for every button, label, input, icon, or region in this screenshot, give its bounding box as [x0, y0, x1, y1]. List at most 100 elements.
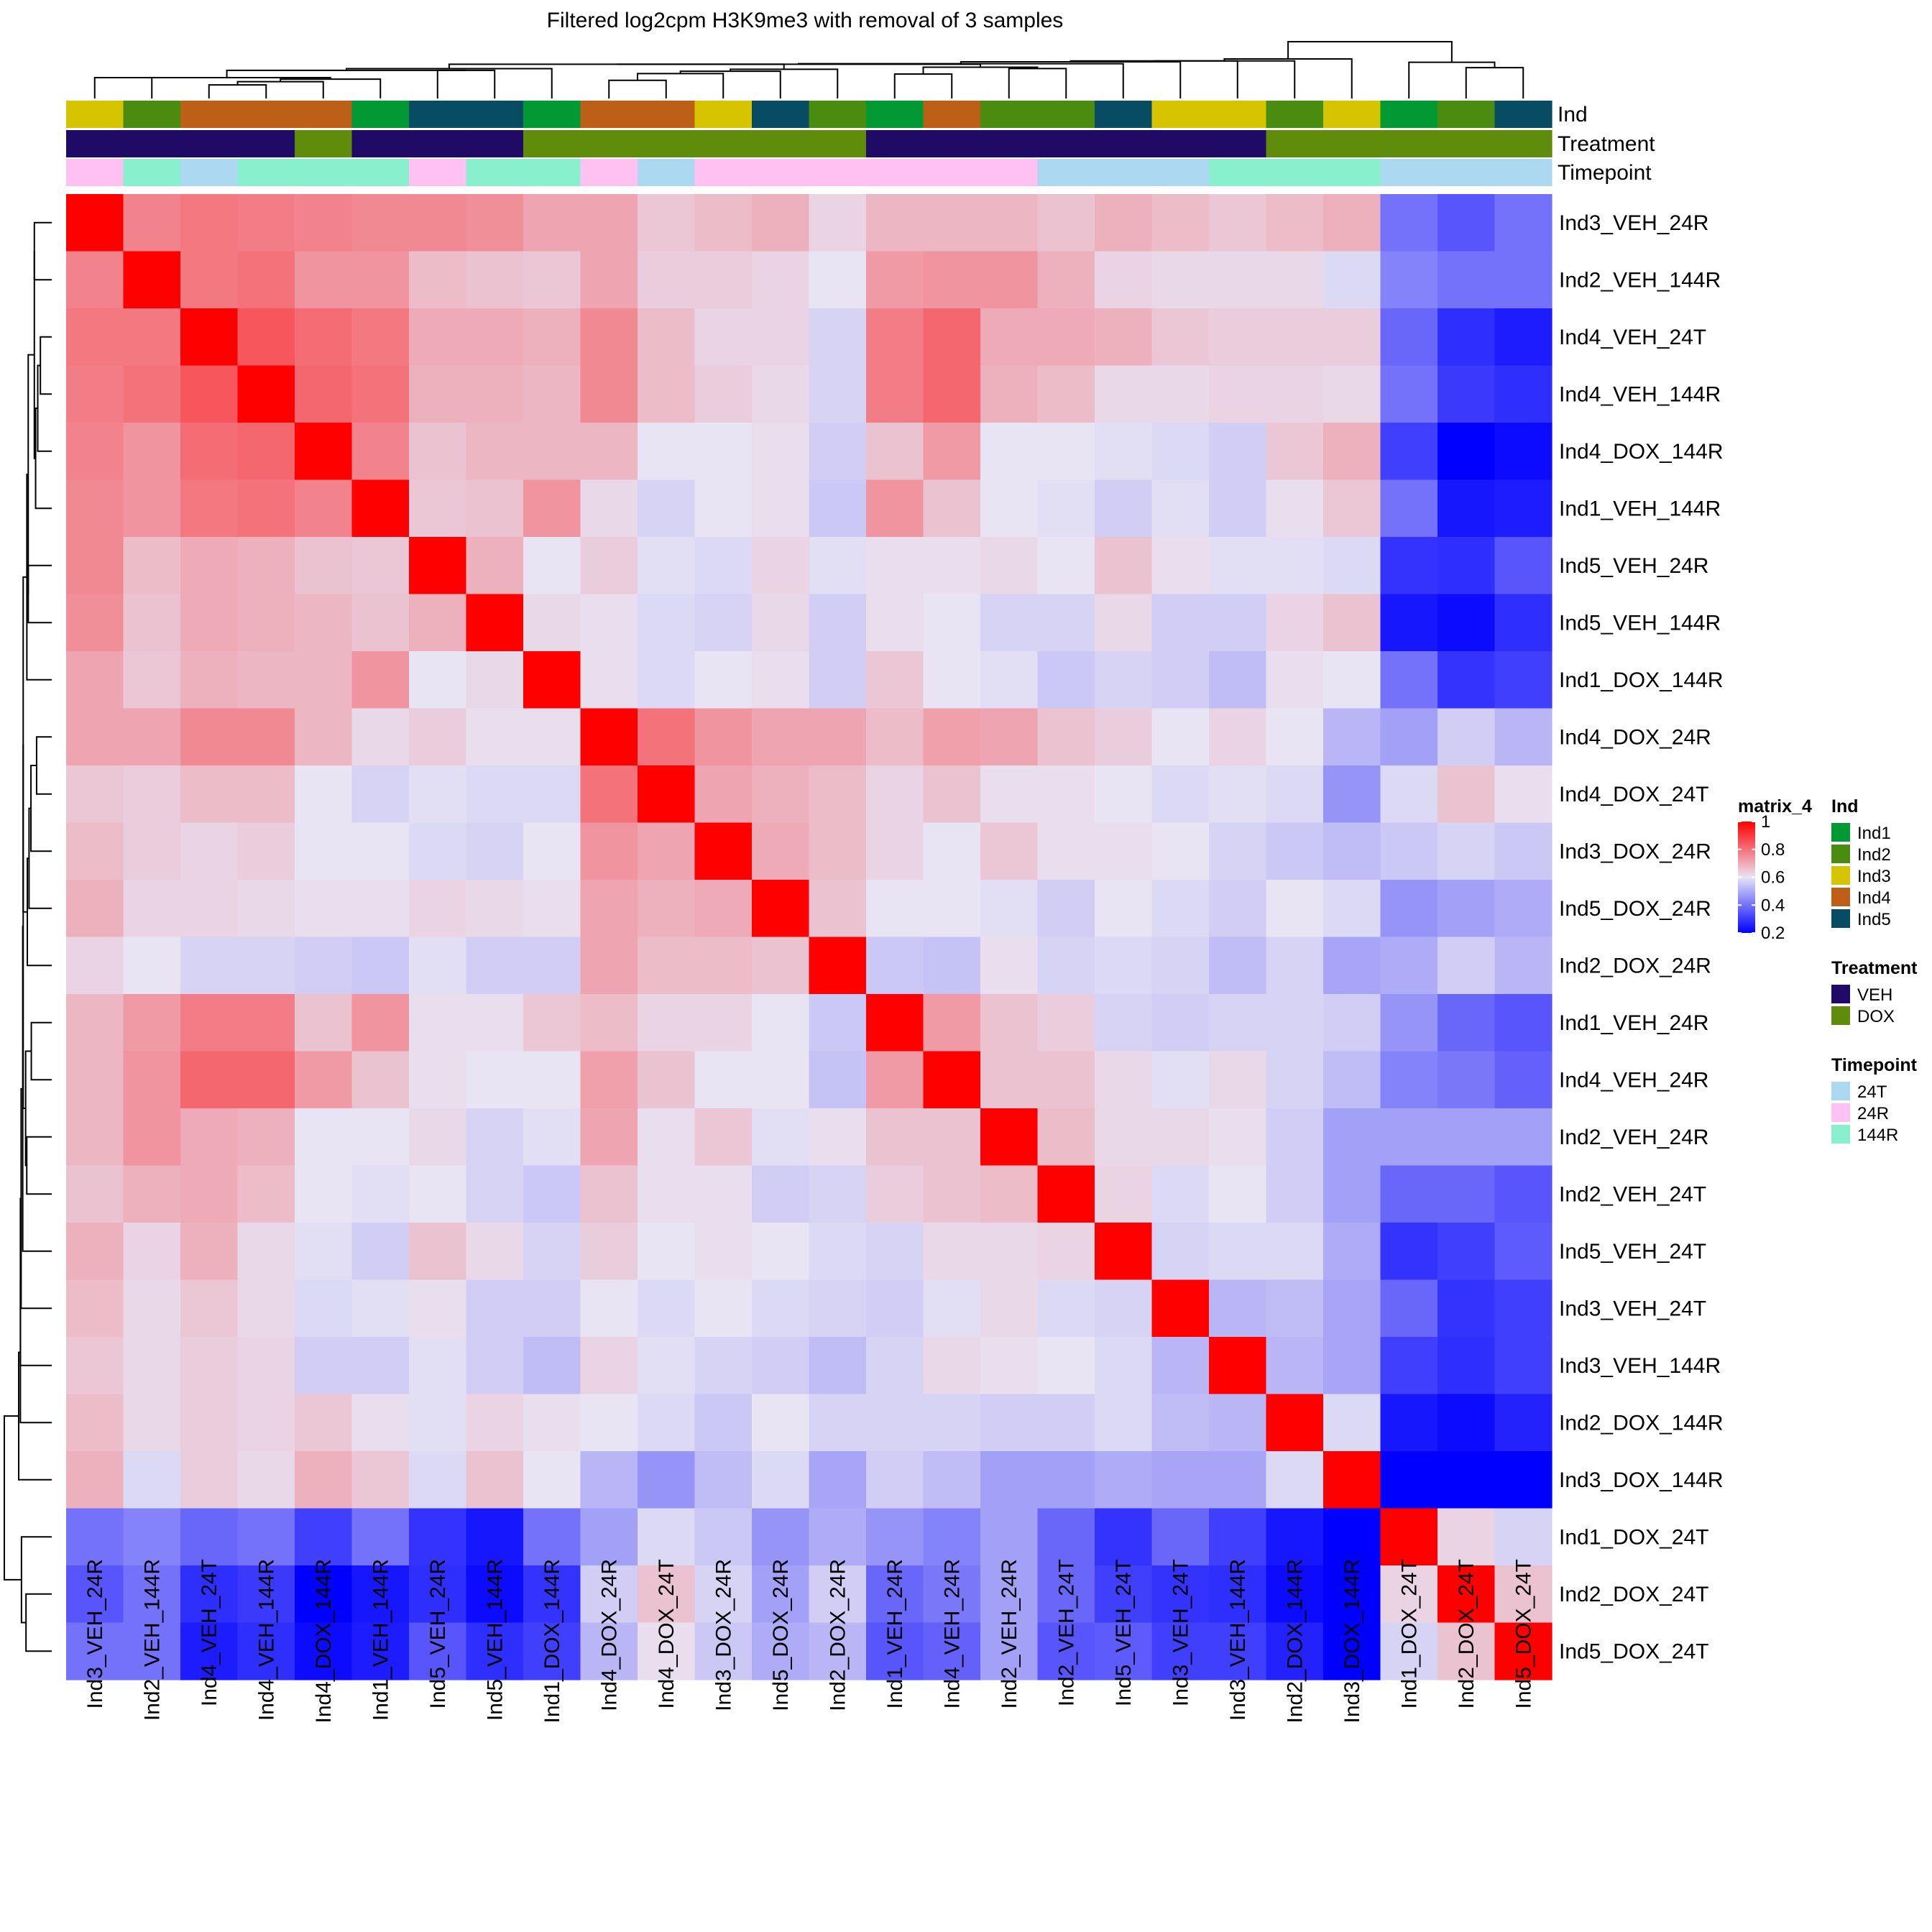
color-scale-tick-label: 0.6: [1761, 868, 1785, 888]
heatmap-cell: [237, 194, 295, 252]
heatmap-cell: [1494, 1279, 1552, 1338]
heatmap-cell: [123, 537, 181, 595]
heatmap-cell: [1438, 1223, 1496, 1281]
heatmap-cell: [237, 479, 295, 538]
heatmap-cell: [866, 994, 924, 1052]
heatmap-cell: [580, 423, 638, 481]
row-label: Ind2_DOX_24T: [1559, 1583, 1708, 1606]
heatmap-cell: [1323, 1108, 1381, 1167]
heatmap-cell: [1438, 194, 1496, 252]
heatmap-cell: [66, 1451, 124, 1509]
heatmap-cell: [638, 994, 696, 1052]
annotation-cell-ind: [1380, 101, 1438, 128]
row-label: Ind2_DOX_24R: [1559, 954, 1711, 978]
heatmap-cell: [1323, 251, 1381, 309]
column-label: Ind4_DOX_24T: [655, 1559, 678, 1708]
legend-title-treatment: Treatment: [1831, 958, 1918, 978]
column-label: Ind3_VEH_24T: [1169, 1559, 1192, 1706]
heatmap-cell: [1037, 365, 1095, 423]
annotation-cell-ind: [1323, 101, 1381, 128]
annotation-cell-timepoint: [1151, 159, 1210, 186]
heatmap-cell: [409, 1279, 467, 1338]
legend-item-label: 24T: [1857, 1082, 1887, 1102]
heatmap-cell: [1266, 1223, 1324, 1281]
heatmap-cell: [1494, 765, 1552, 824]
heatmap-cell: [1037, 1051, 1095, 1109]
annotation-cell-treatment: [351, 130, 410, 157]
row-label: Ind2_VEH_144R: [1559, 268, 1721, 292]
heatmap-cell: [638, 1165, 696, 1223]
heatmap-cell: [1151, 937, 1210, 995]
heatmap-cell: [923, 365, 981, 423]
heatmap-cell: [409, 479, 467, 538]
legend-item-label: VEH: [1857, 985, 1892, 1005]
annotation-cell-treatment: [123, 130, 181, 157]
heatmap-cell: [1151, 1337, 1210, 1395]
heatmap-cell: [923, 937, 981, 995]
heatmap-cell: [295, 937, 353, 995]
heatmap-cell: [752, 423, 810, 481]
dendrogram-link: [1287, 41, 1453, 63]
column-label: Ind4_VEH_24R: [940, 1559, 964, 1708]
heatmap-cell: [866, 1565, 924, 1624]
heatmap-cell: [1151, 651, 1210, 709]
heatmap-cell: [1438, 708, 1496, 766]
heatmap-cell: [66, 1622, 124, 1680]
heatmap-cell: [752, 594, 810, 652]
heatmap-cell: [1095, 822, 1153, 880]
heatmap-cell: [1266, 1622, 1324, 1680]
annotation-cell-treatment: [466, 130, 524, 157]
legend-title-ind: Ind: [1831, 796, 1859, 816]
annotation-cell-treatment: [295, 130, 353, 157]
dendrogram-link: [27, 564, 52, 624]
heatmap-cell: [180, 1108, 239, 1167]
heatmap-cell: [923, 1394, 981, 1452]
heatmap-cell: [1438, 594, 1496, 652]
heatmap-cell: [466, 1051, 524, 1109]
heatmap-cell: [123, 308, 181, 367]
legend-swatch: [1831, 866, 1850, 885]
heatmap-cell: [1095, 479, 1153, 538]
heatmap-cell: [351, 708, 410, 766]
row-label: Ind1_VEH_24R: [1559, 1011, 1708, 1035]
annotation-cell-ind: [123, 101, 181, 128]
heatmap-cell: [409, 1565, 467, 1624]
heatmap-cell: [866, 1223, 924, 1281]
column-label: Ind4_VEH_144R: [254, 1559, 278, 1721]
heatmap-cell: [1380, 822, 1438, 880]
heatmap-cell: [1266, 1394, 1324, 1452]
heatmap-cell: [1095, 1165, 1153, 1223]
heatmap-cell: [580, 479, 638, 538]
dendrogram-link: [27, 354, 34, 595]
heatmap-cell: [1266, 651, 1324, 709]
annotation-cell-ind: [409, 101, 467, 128]
heatmap-cell: [580, 994, 638, 1052]
heatmap-cell: [123, 1165, 181, 1223]
heatmap-cell: [1438, 1451, 1496, 1509]
heatmap-cell: [1266, 1337, 1324, 1395]
heatmap-cell: [1380, 994, 1438, 1052]
heatmap-cell: [580, 880, 638, 938]
heatmap-cell: [1323, 594, 1381, 652]
heatmap-cell: [66, 537, 124, 595]
heatmap-cell: [180, 708, 239, 766]
heatmap-cell: [1438, 651, 1496, 709]
heatmap-cell: [1494, 1622, 1552, 1680]
heatmap-cell: [123, 1508, 181, 1566]
heatmap-cell: [1323, 1394, 1381, 1452]
heatmap-cell: [351, 479, 410, 538]
heatmap-cell: [1037, 1165, 1095, 1223]
heatmap-cell: [1151, 1165, 1210, 1223]
heatmap-cell: [523, 479, 581, 538]
heatmap-cell: [580, 194, 638, 252]
heatmap-cell: [1151, 423, 1210, 481]
row-label: Ind3_DOX_144R: [1559, 1468, 1724, 1492]
heatmap-cell: [1266, 708, 1324, 766]
heatmap-cell: [1494, 1565, 1552, 1624]
heatmap-cell: [523, 423, 581, 481]
heatmap-cell: [752, 1279, 810, 1338]
heatmap-cell: [523, 880, 581, 938]
heatmap-cell: [1380, 1165, 1438, 1223]
heatmap-cell: [295, 1508, 353, 1566]
heatmap-cell: [1209, 1565, 1267, 1624]
